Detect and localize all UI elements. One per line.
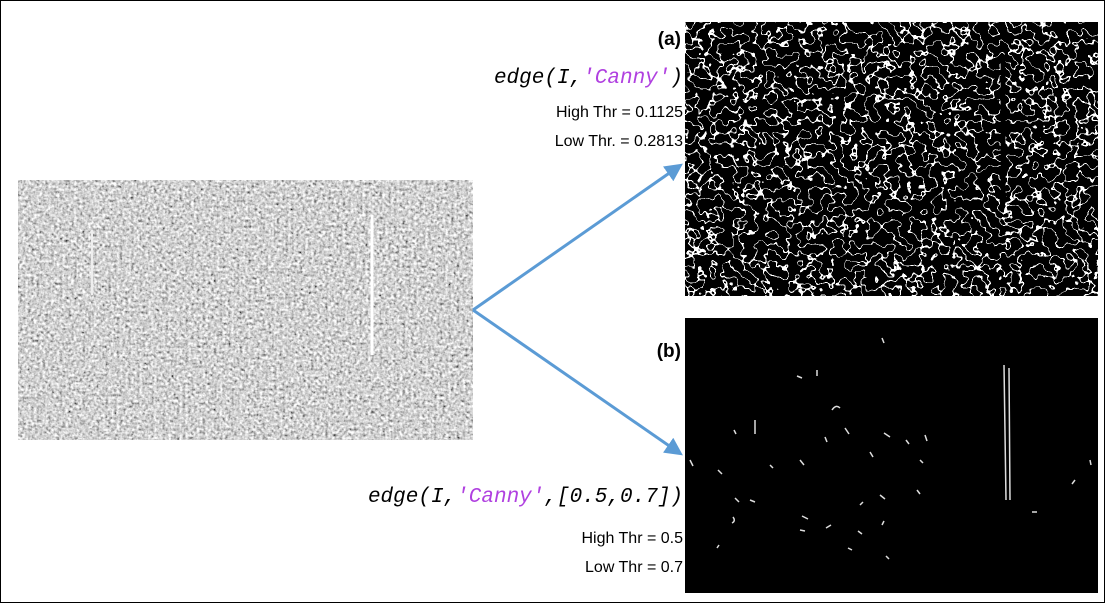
low-threshold: Low Thr = 0.7 [585, 559, 683, 576]
figure: (a) edge(I,'Canny') High Thr = 0.1125 Lo… [0, 0, 1105, 603]
panel-label: (b) [657, 341, 681, 362]
panel-label: (a) [658, 29, 681, 50]
code-string: 'Canny' [582, 67, 670, 90]
low-threshold: Low Thr. = 0.2813 [555, 133, 683, 150]
high-threshold: High Thr = 0.5 [581, 530, 683, 547]
code: edge(I,'Canny',[0.5,0.7]) [368, 486, 683, 509]
input-image [18, 180, 473, 440]
code-string: 'Canny' [456, 486, 544, 509]
code-part: ,[0.5,0.7]) [544, 486, 683, 509]
high-threshold: High Thr = 0.1125 [556, 104, 683, 121]
arrow [473, 310, 678, 452]
edge-image-a [685, 22, 1098, 296]
code: edge(I,'Canny') [494, 67, 683, 90]
code-part: edge(I, [368, 486, 456, 509]
code-part: ) [670, 67, 683, 90]
code-part: edge(I, [494, 67, 582, 90]
arrow [473, 167, 678, 310]
edge-image-b [685, 318, 1098, 593]
